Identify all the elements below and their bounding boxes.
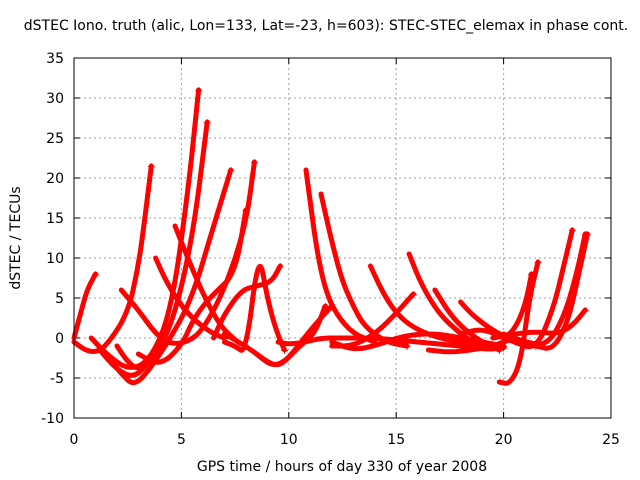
series-22-end-marker: + [495, 344, 504, 357]
x-tick-label: 20 [495, 432, 513, 448]
x-tick-label: 0 [70, 432, 79, 448]
series-18-end-marker: + [409, 288, 418, 301]
series-10-end-marker: + [276, 260, 285, 273]
series-1-line [71, 163, 154, 355]
series-6-end-marker: + [250, 156, 259, 169]
series-15-end-marker: + [370, 336, 379, 349]
y-axis-label: dSTEC / TECUs [8, 186, 24, 289]
y-tick-label: 25 [46, 131, 64, 147]
series-0-line [71, 271, 98, 341]
axis-ticks: 0 5 10 15 20 25 -10 -5 0 5 10 15 20 25 30 35 [41, 51, 620, 448]
series-1-end-marker: + [147, 160, 156, 173]
series-20-end-marker: + [499, 342, 508, 355]
series-25-line [496, 259, 541, 386]
series-30-line [533, 231, 590, 351]
x-tick-label: 10 [280, 432, 298, 448]
series-11-end-marker: + [280, 344, 289, 357]
series-22-line [432, 287, 502, 353]
series-11-line [221, 264, 287, 353]
series-25-end-marker: + [533, 256, 542, 269]
series-16-end-marker: + [402, 340, 411, 353]
series-29-end-marker: + [568, 224, 577, 237]
x-tick-label: 15 [387, 432, 405, 448]
data-series: ++++++++++++++++ + +++ ++++++++++ + [71, 84, 592, 386]
y-tick-label: 15 [46, 211, 64, 227]
series-10-line [211, 263, 283, 341]
y-tick-label: -5 [50, 371, 64, 387]
series-4-end-marker: + [226, 164, 235, 177]
series-27-end-marker: + [581, 304, 590, 317]
series-4-line [103, 167, 234, 386]
x-axis-label: GPS time / hours of day 330 of year 2008 [197, 459, 487, 475]
plot-frame [73, 57, 612, 419]
y-tick-label: 10 [46, 251, 64, 267]
series-18-line [329, 291, 416, 349]
chart-title: dSTEC Iono. truth (alic, Lon=133, Lat=-2… [24, 18, 628, 34]
y-tick-label: 35 [46, 51, 64, 67]
series-13-end-marker: + [321, 300, 330, 313]
y-tick-label: 30 [46, 91, 64, 107]
y-tick-label: 20 [46, 171, 64, 187]
series-2-end-marker: + [194, 84, 203, 97]
series-30-end-marker: + [583, 228, 592, 241]
x-tick-label: 5 [177, 432, 186, 448]
y-tick-label: 0 [55, 331, 64, 347]
series-3-end-marker: + [203, 116, 212, 129]
series-0-end-marker: + [91, 268, 100, 281]
series-26-end-marker: + [527, 268, 536, 281]
x-tick-label: 25 [602, 432, 620, 448]
series-13-line [254, 303, 328, 367]
series-7-line [135, 207, 249, 365]
series-8-end-marker: + [220, 332, 229, 345]
series-19-line [367, 263, 485, 349]
series-8-line [153, 255, 227, 341]
series-29-line [511, 227, 575, 350]
y-tick-label: 5 [55, 291, 64, 307]
series-7-end-marker: + [241, 204, 250, 217]
series-16-line [318, 191, 410, 349]
series-15-line [303, 167, 378, 345]
y-tick-label: -10 [41, 411, 64, 427]
